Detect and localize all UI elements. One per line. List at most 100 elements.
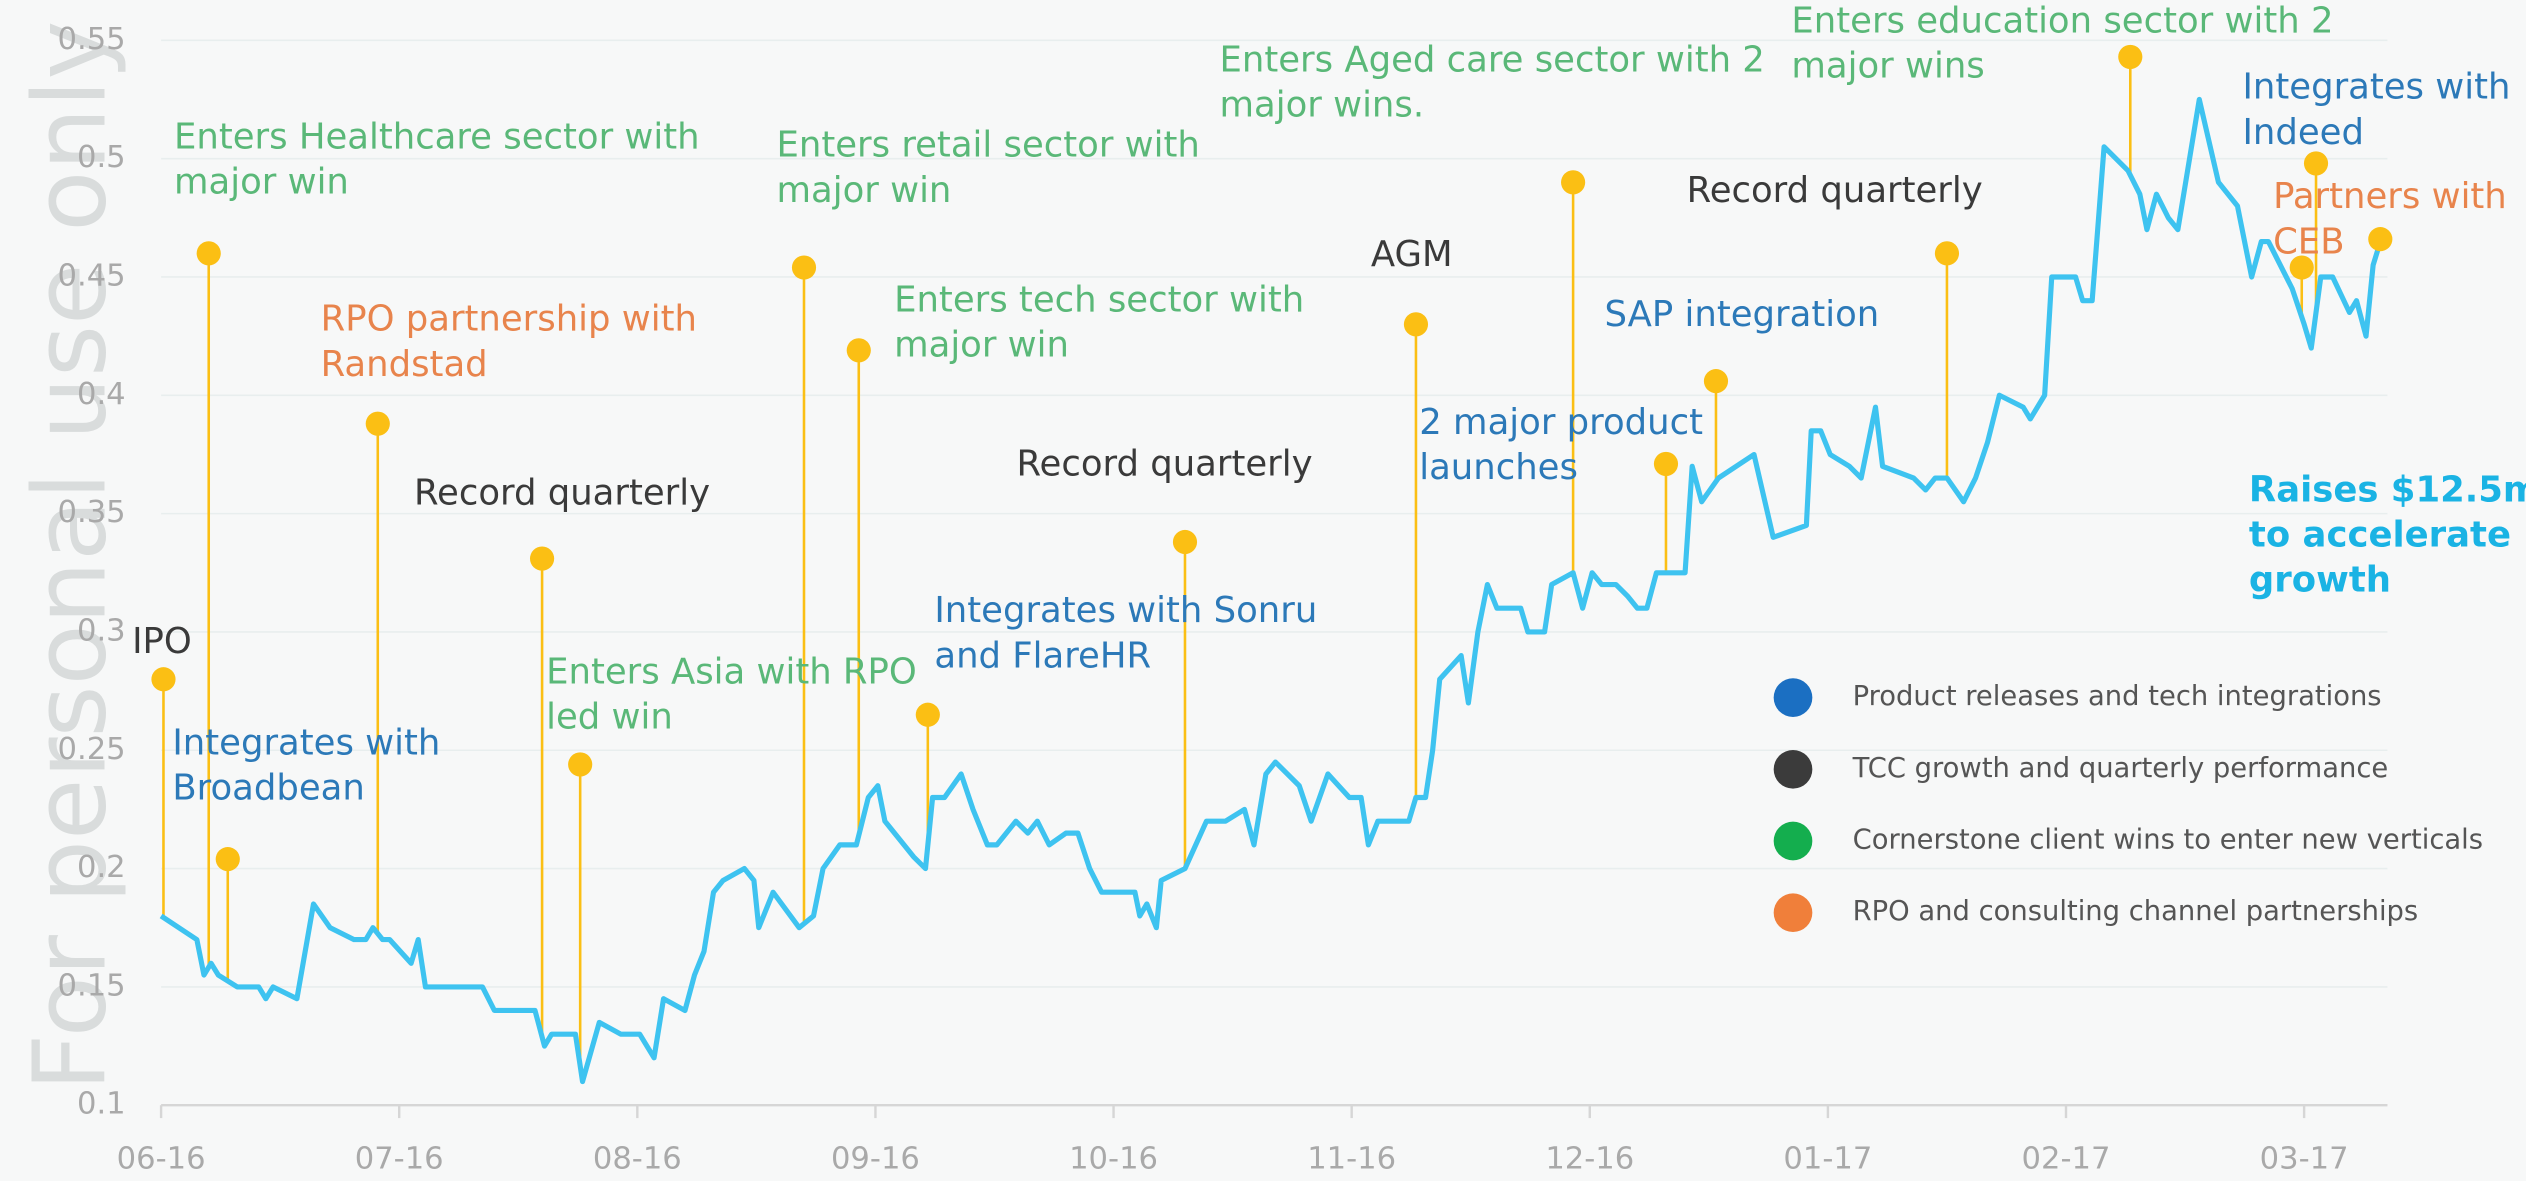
annotation-line: CEB bbox=[2273, 221, 2344, 262]
annotation-label: RPO partnership with Randstad bbox=[321, 299, 697, 385]
annotation-label: Raises $12.5m to accelerate growth bbox=[2249, 469, 2526, 600]
legend-marker bbox=[1773, 678, 1813, 717]
annotation-line: Randstad bbox=[321, 344, 488, 385]
y-tick-label: 0.1 bbox=[77, 1087, 126, 1122]
price-line bbox=[159, 96, 2383, 1085]
legend-label: Cornerstone client wins to enter new ver… bbox=[1853, 825, 2483, 856]
annotation-label: AGM bbox=[1371, 234, 1453, 275]
annotation-dot bbox=[1403, 312, 1429, 337]
annotation-line: to accelerate bbox=[2249, 515, 2511, 556]
y-tick-label: 0.2 bbox=[77, 850, 126, 885]
annotation-line: SAP integration bbox=[1605, 294, 1880, 335]
annotation-line: and FlareHR bbox=[934, 635, 1151, 676]
annotation-dot bbox=[915, 702, 940, 727]
annotation-dot bbox=[791, 255, 817, 280]
annotation-dot bbox=[2289, 255, 2314, 280]
annotation-line: Enters Aged care sector with 2 bbox=[1220, 39, 1765, 80]
annotation-label: Integrates with Broadbean bbox=[172, 722, 440, 808]
x-tick-label: 11-16 bbox=[1307, 1141, 1396, 1176]
legend-label: Product releases and tech integrations bbox=[1853, 681, 2382, 712]
x-tick-label: 08-16 bbox=[593, 1141, 682, 1176]
annotation-line: launches bbox=[1419, 447, 1578, 488]
x-tick-label: 09-16 bbox=[831, 1141, 920, 1176]
annotation-label: Enters tech sector with major win bbox=[894, 279, 1304, 365]
y-tick-label: 0.55 bbox=[58, 22, 126, 57]
annotation-line: growth bbox=[2249, 560, 2391, 601]
annotation-line: Record quarterly bbox=[1017, 444, 1313, 485]
annotation-label: Enters Healthcare sector with major win bbox=[174, 117, 700, 203]
annotation-dot bbox=[196, 241, 221, 266]
annotation-line: Record quarterly bbox=[414, 473, 710, 514]
y-tick-label: 0.25 bbox=[58, 732, 126, 767]
annotation-line: Enters tech sector with bbox=[894, 279, 1304, 320]
annotation-label: Enters retail sector with major win bbox=[776, 125, 1199, 211]
annotation-label: 2 major product launches bbox=[1419, 402, 1703, 488]
annotation-dot bbox=[1653, 451, 1679, 477]
x-tick-label: 07-16 bbox=[355, 1141, 444, 1176]
y-tick-label: 0.5 bbox=[77, 140, 126, 175]
annotation-line: major wins bbox=[1791, 46, 1984, 87]
annotation-dot bbox=[568, 752, 593, 777]
annotation-label: Record quarterly bbox=[1017, 444, 1313, 485]
annotation-label: Record quarterly bbox=[414, 473, 710, 514]
x-tick-label: 06-16 bbox=[117, 1141, 206, 1176]
watermark: For personal use only bbox=[12, 21, 129, 1092]
y-tick-label: 0.4 bbox=[77, 377, 126, 412]
annotation-dot bbox=[2303, 151, 2329, 176]
annotation-line: Indeed bbox=[2242, 112, 2364, 153]
x-tick-label: 03-17 bbox=[2260, 1141, 2349, 1176]
annotation-dot bbox=[2118, 44, 2143, 70]
annotation-label: Enters Aged care sector with 2 major wins… bbox=[1220, 39, 1765, 125]
y-tick-label: 0.35 bbox=[58, 495, 126, 530]
annotation-line: IPO bbox=[132, 621, 192, 662]
annotation-line: Raises $12.5m bbox=[2249, 469, 2526, 510]
annotation-line: RPO partnership with bbox=[321, 299, 697, 340]
annotation-line: major win bbox=[894, 324, 1069, 365]
annotation-line: Broadbean bbox=[172, 767, 364, 808]
annotation-dot bbox=[1703, 369, 1729, 394]
y-tick-label: 0.45 bbox=[58, 258, 126, 293]
annotation-label: Partners with CEB bbox=[2273, 176, 2507, 262]
annotation-line: led win bbox=[546, 697, 673, 738]
annotation-line: Enters Healthcare sector with bbox=[174, 117, 700, 158]
annotation-dot bbox=[215, 847, 240, 872]
annotation-line: major wins. bbox=[1220, 84, 1425, 125]
annotation-line: Record quarterly bbox=[1687, 170, 1983, 211]
annotation-dot bbox=[151, 667, 176, 692]
annotation-line: Enters retail sector with bbox=[776, 125, 1199, 166]
annotation-label: IPO bbox=[132, 621, 192, 662]
annotation-line: Integrates with bbox=[172, 722, 440, 763]
legend-marker bbox=[1773, 893, 1813, 933]
annotation-dot bbox=[1934, 241, 1960, 266]
annotation-dot bbox=[1561, 170, 1586, 195]
annotation-label: Record quarterly bbox=[1687, 170, 1983, 211]
annotation-line: Integrates with Sonru bbox=[934, 590, 1317, 631]
annotation-label: Integrates with Sonru and FlareHR bbox=[934, 590, 1317, 676]
y-tick-label: 0.3 bbox=[77, 613, 126, 648]
y-tick-label: 0.15 bbox=[58, 968, 126, 1003]
annotation-label: Enters education sector with 2 major wins bbox=[1791, 1, 2333, 87]
annotation-line: Enters Asia with RPO bbox=[546, 651, 917, 692]
annotation-label: Integrates with Indeed bbox=[2242, 67, 2510, 153]
annotation-line: 2 major product bbox=[1419, 402, 1703, 443]
x-tick-label: 01-17 bbox=[1783, 1141, 1872, 1176]
annotation-label: Enters Asia with RPO led win bbox=[546, 651, 917, 737]
annotation-dot bbox=[2368, 227, 2393, 252]
legend-label: TCC growth and quarterly performance bbox=[1852, 753, 2389, 784]
annotation-line: major win bbox=[776, 170, 951, 211]
legend-marker bbox=[1773, 749, 1813, 789]
annotation-line: Enters education sector with 2 bbox=[1791, 1, 2333, 42]
legend-label: RPO and consulting channel partnerships bbox=[1853, 896, 2419, 927]
annotation-line: Partners with bbox=[2273, 176, 2507, 217]
x-tick-label: 10-16 bbox=[1069, 1141, 1158, 1176]
annotation-dot bbox=[1172, 529, 1198, 555]
annotation-dot bbox=[365, 411, 390, 436]
annotation-dot bbox=[846, 338, 871, 363]
annotation-dot bbox=[529, 546, 555, 571]
x-tick-label: 02-17 bbox=[2022, 1141, 2111, 1176]
annotation-line: Integrates with bbox=[2242, 67, 2510, 108]
annotation-line: AGM bbox=[1371, 234, 1453, 275]
annotation-line: major win bbox=[174, 162, 349, 203]
